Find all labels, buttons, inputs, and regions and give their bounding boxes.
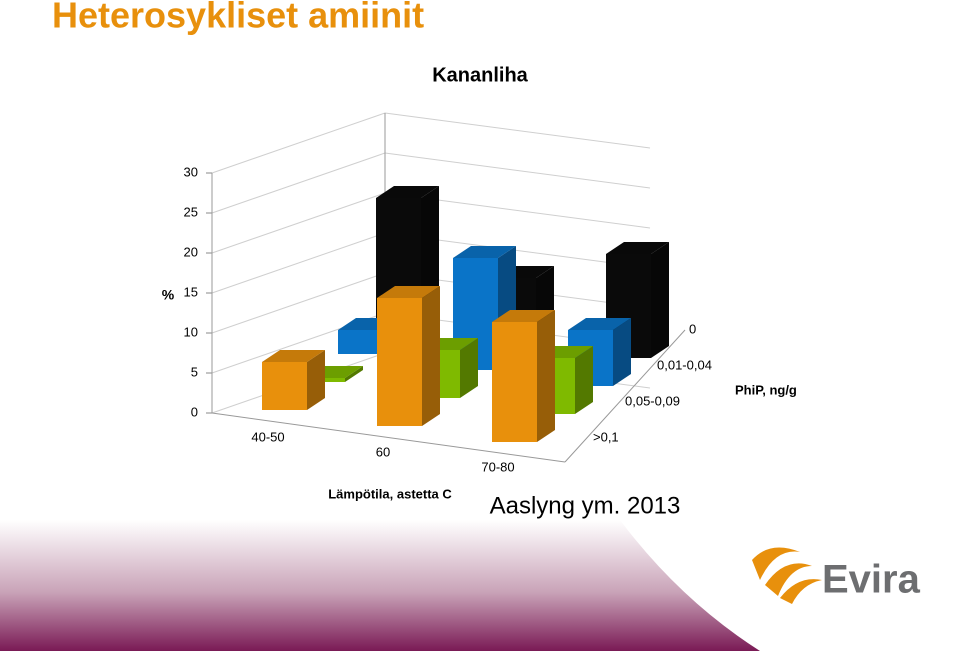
z-tick-label: >0,1 bbox=[593, 429, 619, 444]
z-tick-label: 0,01-0,04 bbox=[657, 357, 712, 372]
grid-line bbox=[211, 112, 386, 174]
y-tick-label: 20 bbox=[184, 244, 198, 259]
x-axis-title: Lämpötila, astetta C bbox=[328, 486, 452, 501]
x-tick-label: 70-80 bbox=[481, 459, 514, 474]
bar-side bbox=[537, 310, 555, 442]
bar bbox=[377, 298, 422, 426]
grid-line bbox=[384, 152, 651, 189]
grid-line bbox=[384, 112, 651, 149]
y-tick-label: 15 bbox=[184, 284, 198, 299]
bar-side bbox=[460, 338, 478, 398]
chart-title: Kananliha bbox=[432, 64, 528, 86]
bar-top bbox=[376, 186, 439, 198]
y-tick-label: 5 bbox=[191, 364, 198, 379]
bar bbox=[262, 362, 307, 410]
bar-side bbox=[345, 366, 363, 382]
y-tick-label: 25 bbox=[184, 204, 198, 219]
bar-top bbox=[492, 310, 555, 322]
bar-top bbox=[568, 318, 631, 330]
x-tick-label: 60 bbox=[376, 444, 390, 459]
grid-line bbox=[211, 272, 386, 334]
footer-band bbox=[0, 520, 760, 651]
logo-swoosh bbox=[780, 579, 822, 604]
logo-text: Evira bbox=[822, 558, 921, 602]
bar-top bbox=[453, 246, 516, 258]
x-tick-label: 40-50 bbox=[251, 429, 284, 444]
z-tick-label: 0 bbox=[689, 321, 696, 336]
bar-side bbox=[651, 242, 669, 358]
bar-side bbox=[613, 318, 631, 386]
bar-side bbox=[307, 350, 325, 410]
source: Aaslyng ym. 2013 bbox=[490, 492, 681, 519]
logo-swoosh bbox=[752, 547, 800, 580]
y-tick-label: 10 bbox=[184, 324, 198, 339]
logo-swoosh bbox=[765, 563, 812, 596]
bar-side bbox=[575, 346, 593, 414]
bar bbox=[338, 330, 383, 354]
grid-line bbox=[211, 192, 386, 254]
grid-line bbox=[211, 152, 386, 214]
slide-title: Heterosykliset amiinit bbox=[52, 0, 424, 36]
floor-edge bbox=[564, 329, 686, 463]
bar bbox=[492, 322, 537, 442]
bar-top bbox=[262, 350, 325, 362]
bar-top bbox=[606, 242, 669, 254]
logo: Evira bbox=[752, 547, 921, 604]
floor-edge bbox=[211, 412, 566, 463]
z-tick-label: 0,05-0,09 bbox=[625, 393, 680, 408]
y-tick-label: 0 bbox=[191, 404, 198, 419]
chart: 0 5 10 15 20 25 30 40-50 60 70-80 0 0,01-0,04 0,05-0… bbox=[184, 112, 712, 474]
bar-side bbox=[422, 286, 440, 426]
z-axis-title: PhiP, ng/g bbox=[735, 382, 797, 397]
bar-top bbox=[377, 286, 440, 298]
y-tick-label: 30 bbox=[184, 164, 198, 179]
grid-line bbox=[211, 232, 386, 294]
y-axis-title: % bbox=[162, 287, 175, 303]
